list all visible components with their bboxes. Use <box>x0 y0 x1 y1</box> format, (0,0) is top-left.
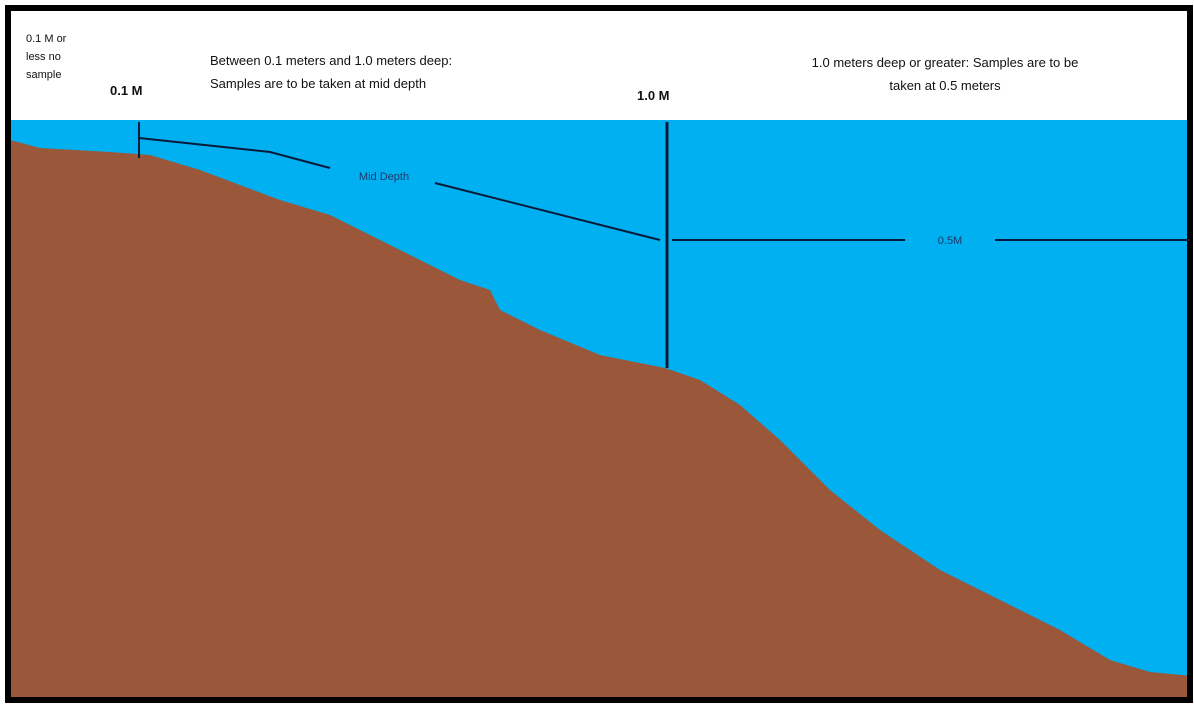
half-meter-label: 0.5M <box>938 235 962 247</box>
mid-depth-line <box>434 182 661 241</box>
mid-depth-label: Mid Depth <box>359 171 409 183</box>
zone-note: Between 0.1 meters and 1.0 meters deep: <box>210 53 452 68</box>
zone-note: taken at 0.5 meters <box>889 78 1001 93</box>
depth-marker: 0.1 M <box>110 83 143 98</box>
zone-note: 0.1 M or <box>26 33 67 45</box>
ground <box>10 140 1192 700</box>
frame <box>5 5 1193 703</box>
zone-note: less no <box>26 51 61 63</box>
depth-marker: 1.0 M <box>637 88 670 103</box>
mid-depth-line <box>138 137 331 169</box>
zone-note: sample <box>26 69 61 81</box>
zone-note: 1.0 meters deep or greater: Samples are … <box>812 55 1079 70</box>
zone-note: Samples are to be taken at mid depth <box>210 76 426 91</box>
